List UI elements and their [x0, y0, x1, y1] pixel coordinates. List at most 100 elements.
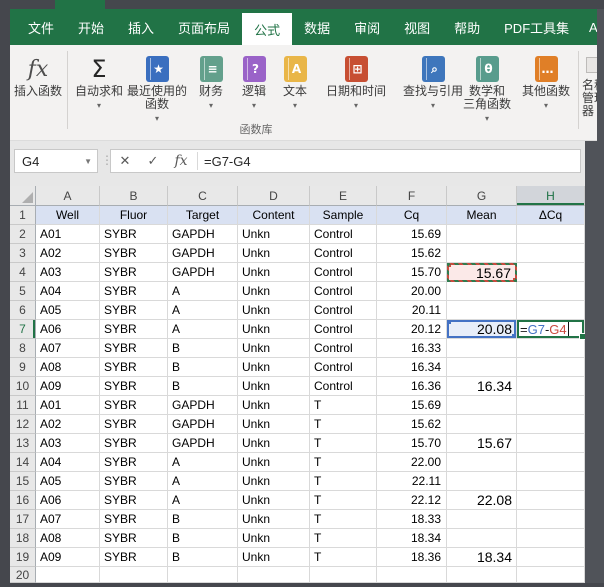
cell-A12[interactable]: A02: [36, 415, 100, 434]
cell-G14[interactable]: [447, 453, 517, 472]
cell-E10[interactable]: Control: [310, 377, 377, 396]
cell-H17[interactable]: [517, 510, 585, 529]
cell-G7[interactable]: 20.08: [447, 320, 517, 339]
cell-G18[interactable]: [447, 529, 517, 548]
cell-A8[interactable]: A07: [36, 339, 100, 358]
column-header-B[interactable]: B: [100, 186, 168, 206]
cell-G10[interactable]: 16.34: [447, 377, 517, 396]
cell-B1[interactable]: Fluor: [100, 206, 168, 225]
cell-G2[interactable]: [447, 225, 517, 244]
column-header-A[interactable]: A: [36, 186, 100, 206]
row-header-3[interactable]: 3: [10, 244, 36, 263]
cell-C10[interactable]: B: [168, 377, 238, 396]
cell-C19[interactable]: B: [168, 548, 238, 567]
cell-H4[interactable]: [517, 263, 585, 282]
cell-D4[interactable]: Unkn: [238, 263, 310, 282]
cell-G3[interactable]: [447, 244, 517, 263]
cell-D15[interactable]: Unkn: [238, 472, 310, 491]
cell-G4[interactable]: 15.67: [447, 263, 517, 282]
row-header-16[interactable]: 16: [10, 491, 36, 510]
cell-B5[interactable]: SYBR: [100, 282, 168, 301]
row-header-5[interactable]: 5: [10, 282, 36, 301]
name-box-dropdown-icon[interactable]: ▼: [84, 156, 92, 166]
cell-B11[interactable]: SYBR: [100, 396, 168, 415]
column-header-E[interactable]: E: [310, 186, 377, 206]
cell-F9[interactable]: 16.34: [377, 358, 447, 377]
tab-file[interactable]: 文件: [28, 20, 55, 36]
row-header-20[interactable]: 20: [10, 567, 36, 583]
cell-C8[interactable]: B: [168, 339, 238, 358]
cell-F8[interactable]: 16.33: [377, 339, 447, 358]
cell-A19[interactable]: A09: [36, 548, 100, 567]
cell-B2[interactable]: SYBR: [100, 225, 168, 244]
cell-A18[interactable]: A08: [36, 529, 100, 548]
cell-A1[interactable]: Well: [36, 206, 100, 225]
cell-H14[interactable]: [517, 453, 585, 472]
cell-E3[interactable]: Control: [310, 244, 377, 263]
cell-H13[interactable]: [517, 434, 585, 453]
cell-G11[interactable]: [447, 396, 517, 415]
column-header-F[interactable]: F: [377, 186, 447, 206]
cell-H11[interactable]: [517, 396, 585, 415]
row-header-17[interactable]: 17: [10, 510, 36, 529]
cell-A16[interactable]: A06: [36, 491, 100, 510]
tab-formulas[interactable]: 公式: [242, 13, 293, 45]
logical-button[interactable]: ? 逻辑 ▾: [234, 53, 274, 133]
cell-D20[interactable]: [238, 567, 310, 583]
cell-C9[interactable]: B: [168, 358, 238, 377]
recently-used-button[interactable]: ★ 最近使用的 函数 ▾: [126, 53, 188, 133]
cell-E20[interactable]: [310, 567, 377, 583]
cell-E11[interactable]: T: [310, 396, 377, 415]
cell-C4[interactable]: GAPDH: [168, 263, 238, 282]
cell-B10[interactable]: SYBR: [100, 377, 168, 396]
cell-C2[interactable]: GAPDH: [168, 225, 238, 244]
cell-F10[interactable]: 16.36: [377, 377, 447, 396]
cell-F6[interactable]: 20.11: [377, 301, 447, 320]
cell-B12[interactable]: SYBR: [100, 415, 168, 434]
cell-D16[interactable]: Unkn: [238, 491, 310, 510]
name-box[interactable]: G4 ▼: [14, 149, 98, 173]
cell-A11[interactable]: A01: [36, 396, 100, 415]
cell-B16[interactable]: SYBR: [100, 491, 168, 510]
cell-F20[interactable]: [377, 567, 447, 583]
cell-B7[interactable]: SYBR: [100, 320, 168, 339]
row-header-9[interactable]: 9: [10, 358, 36, 377]
math-trig-button[interactable]: θ 数学和 三角函数 ▾: [458, 53, 516, 133]
cell-H16[interactable]: [517, 491, 585, 510]
formula-input[interactable]: =G7-G4: [204, 153, 251, 169]
cell-H10[interactable]: [517, 377, 585, 396]
cell-B6[interactable]: SYBR: [100, 301, 168, 320]
column-header-D[interactable]: D: [238, 186, 310, 206]
cell-A3[interactable]: A02: [36, 244, 100, 263]
cell-D3[interactable]: Unkn: [238, 244, 310, 263]
cell-D6[interactable]: Unkn: [238, 301, 310, 320]
text-button[interactable]: A 文本 ▾: [274, 53, 316, 133]
cell-C15[interactable]: A: [168, 472, 238, 491]
cell-G12[interactable]: [447, 415, 517, 434]
column-header-H[interactable]: H: [517, 186, 585, 206]
cell-G20[interactable]: [447, 567, 517, 583]
cell-E14[interactable]: T: [310, 453, 377, 472]
cell-D14[interactable]: Unkn: [238, 453, 310, 472]
row-header-12[interactable]: 12: [10, 415, 36, 434]
cell-A13[interactable]: A03: [36, 434, 100, 453]
cell-C17[interactable]: B: [168, 510, 238, 529]
cell-G17[interactable]: [447, 510, 517, 529]
tab-partial[interactable]: A: [589, 19, 597, 35]
row-header-18[interactable]: 18: [10, 529, 36, 548]
cell-D12[interactable]: Unkn: [238, 415, 310, 434]
cell-C7[interactable]: A: [168, 320, 238, 339]
cell-H15[interactable]: [517, 472, 585, 491]
cell-A5[interactable]: A04: [36, 282, 100, 301]
cell-B19[interactable]: SYBR: [100, 548, 168, 567]
cell-D8[interactable]: Unkn: [238, 339, 310, 358]
cell-B15[interactable]: SYBR: [100, 472, 168, 491]
cell-F13[interactable]: 15.70: [377, 434, 447, 453]
cell-B13[interactable]: SYBR: [100, 434, 168, 453]
row-header-13[interactable]: 13: [10, 434, 36, 453]
cell-H9[interactable]: [517, 358, 585, 377]
cell-H6[interactable]: [517, 301, 585, 320]
cell-F7[interactable]: 20.12: [377, 320, 447, 339]
cell-D19[interactable]: Unkn: [238, 548, 310, 567]
cell-G19[interactable]: 18.34: [447, 548, 517, 567]
